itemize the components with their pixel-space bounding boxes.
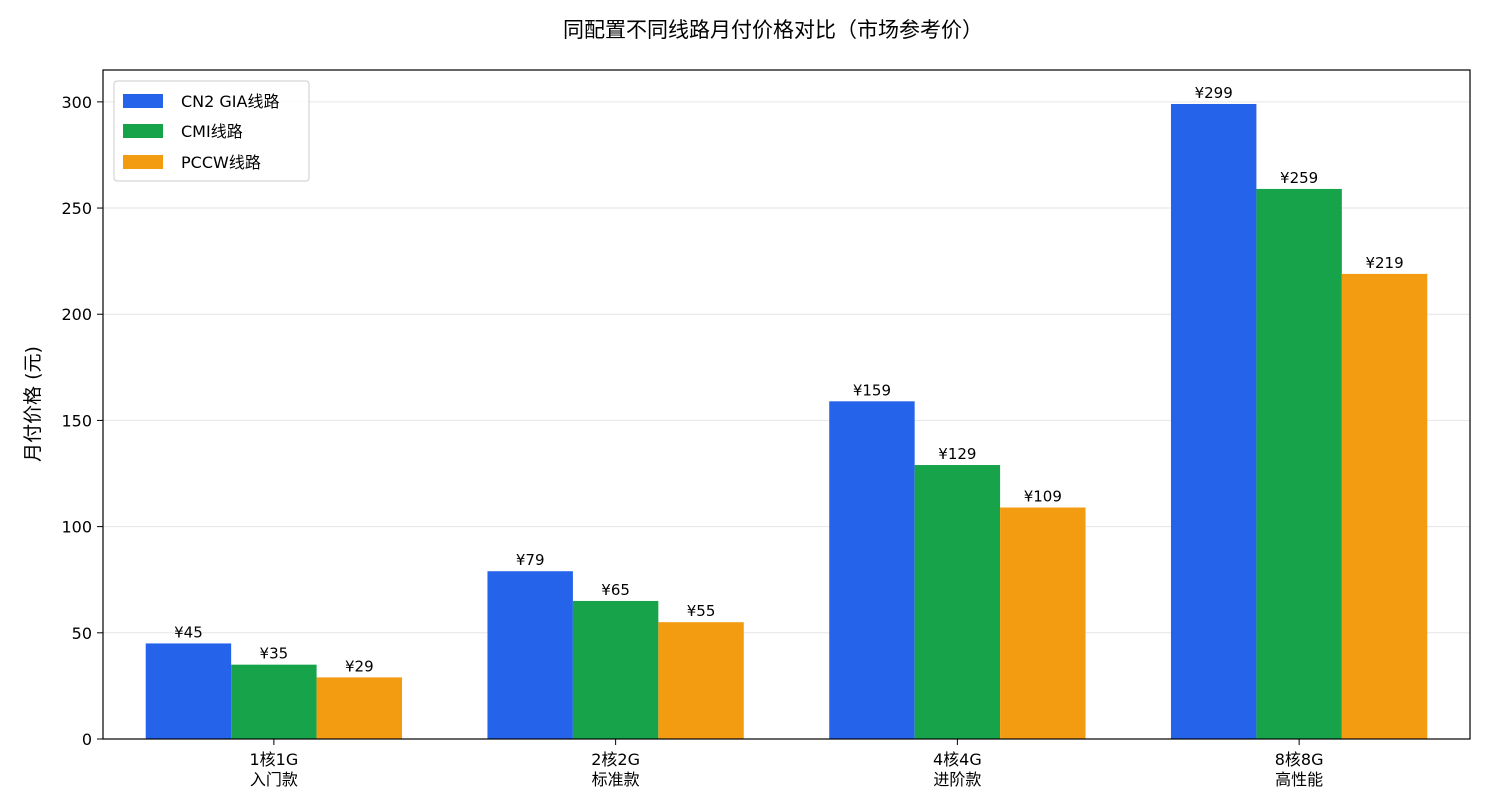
bar-series1-cat3 xyxy=(1256,188,1342,739)
legend-label-cmi: CMI线路 xyxy=(181,122,243,141)
bar-series0-cat1 xyxy=(487,571,573,739)
y-tick-label-150: 150 xyxy=(61,411,92,430)
data-label-series1-cat3: ¥259 xyxy=(1280,169,1318,187)
legend-swatch-pccw xyxy=(123,155,163,169)
data-label-series1-cat0: ¥35 xyxy=(260,645,289,663)
legend-label-cn2-gia: CN2 GIA线路 xyxy=(181,92,279,111)
bar-series1-cat2 xyxy=(914,465,1001,739)
x-tick-sublabel-0: 入门款 xyxy=(250,770,298,789)
bar-series1-cat1 xyxy=(572,600,659,739)
x-tick-label-0: 1核1G xyxy=(249,750,298,769)
data-labels: ¥45 ¥35 ¥29 ¥79 ¥65 ¥55 ¥159 ¥129 ¥109 ¥299 ¥259 ¥2… xyxy=(174,84,1404,675)
legend-swatch-cmi xyxy=(123,124,163,138)
data-label-series0-cat1: ¥79 xyxy=(516,551,545,569)
x-tick-sublabel-1: 标准款 xyxy=(592,770,640,789)
chart-title: 同配置不同线路月付价格对比（市场参考价） xyxy=(563,18,983,42)
x-tick-sublabel-3: 高性能 xyxy=(1275,770,1323,789)
legend: CN2 GIA线路 CMI线路 PCCW线路 xyxy=(113,80,310,182)
x-tick-label-1: 2核2G xyxy=(591,750,640,769)
bar-series2-cat2 xyxy=(1000,507,1086,739)
y-tick-label-250: 250 xyxy=(61,199,92,218)
data-label-series0-cat0: ¥45 xyxy=(174,623,203,641)
bar-series2-cat0 xyxy=(316,677,403,739)
bar-series0-cat2 xyxy=(829,401,915,739)
y-tick-label-200: 200 xyxy=(61,305,92,324)
y-axis-label: 月付价格 (元) xyxy=(22,346,44,462)
x-tick-label-3: 8核8G xyxy=(1275,750,1324,769)
y-tick-label-300: 300 xyxy=(61,93,92,112)
y-axis-ticks: 0 50 100 150 200 250 300 xyxy=(61,93,103,749)
legend-label-pccw: PCCW线路 xyxy=(181,153,261,172)
data-label-series2-cat3: ¥219 xyxy=(1365,254,1403,272)
bar-series2-cat3 xyxy=(1341,273,1428,739)
data-label-series2-cat1: ¥55 xyxy=(687,602,716,620)
x-tick-label-2: 4核4G xyxy=(933,750,982,769)
data-label-series2-cat2: ¥109 xyxy=(1024,488,1062,506)
y-tick-label-100: 100 xyxy=(61,518,92,537)
bar-series2-cat1 xyxy=(658,622,744,739)
x-tick-sublabel-2: 进阶款 xyxy=(933,770,981,789)
bar-series1-cat0 xyxy=(231,664,317,739)
data-label-series2-cat0: ¥29 xyxy=(345,657,374,675)
y-tick-label-0: 0 xyxy=(82,730,92,749)
data-label-series1-cat1: ¥65 xyxy=(601,581,630,599)
data-label-series0-cat3: ¥299 xyxy=(1195,84,1233,102)
bar-series0-cat0 xyxy=(145,643,232,739)
legend-swatch-cn2-gia xyxy=(123,94,163,108)
bars xyxy=(145,103,1428,739)
plot-frame xyxy=(102,69,1471,740)
data-label-series1-cat2: ¥129 xyxy=(938,445,976,463)
bar-series0-cat3 xyxy=(1170,103,1257,739)
data-label-series0-cat2: ¥159 xyxy=(853,381,891,399)
y-tick-label-50: 50 xyxy=(72,624,92,643)
